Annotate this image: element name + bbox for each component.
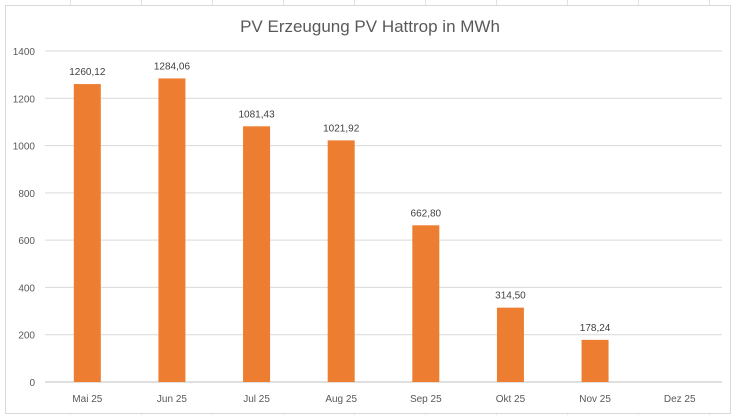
y-tick-label: 600 bbox=[18, 236, 35, 247]
y-tick-label: 1400 bbox=[13, 47, 36, 58]
data-label: 178,24 bbox=[580, 323, 611, 334]
x-tick-label: Jul 25 bbox=[243, 394, 270, 405]
data-label: 1021,92 bbox=[323, 123, 360, 134]
y-tick-label: 1200 bbox=[13, 94, 36, 105]
data-label: 1284,06 bbox=[154, 61, 191, 72]
y-tick-label: 400 bbox=[18, 283, 35, 294]
bar bbox=[158, 78, 186, 382]
chart-title: PV Erzeugung PV Hattrop in MWh bbox=[240, 17, 500, 36]
x-tick-label: Aug 25 bbox=[325, 394, 357, 405]
x-tick-label: Dez 25 bbox=[664, 394, 696, 405]
bar bbox=[581, 339, 609, 382]
y-tick-label: 0 bbox=[29, 378, 35, 389]
x-tick-label: Okt 25 bbox=[496, 394, 526, 405]
y-tick-label: 200 bbox=[18, 331, 35, 342]
bar bbox=[73, 84, 101, 382]
y-tick-label: 800 bbox=[18, 189, 35, 200]
x-tick-label: Mai 25 bbox=[72, 394, 102, 405]
data-label: 1081,43 bbox=[238, 109, 275, 120]
x-tick-label: Jun 25 bbox=[157, 394, 187, 405]
bar bbox=[327, 140, 355, 382]
bar bbox=[496, 307, 524, 382]
y-tick-label: 1000 bbox=[13, 142, 36, 153]
bar bbox=[412, 225, 440, 382]
x-tick-label: Nov 25 bbox=[579, 394, 611, 405]
bar bbox=[243, 126, 271, 382]
data-label: 1260,12 bbox=[69, 67, 106, 78]
x-tick-label: Sep 25 bbox=[410, 394, 442, 405]
data-label: 662,80 bbox=[411, 208, 442, 219]
data-label: 314,50 bbox=[495, 291, 526, 302]
chart-area[interactable] bbox=[5, 5, 731, 414]
